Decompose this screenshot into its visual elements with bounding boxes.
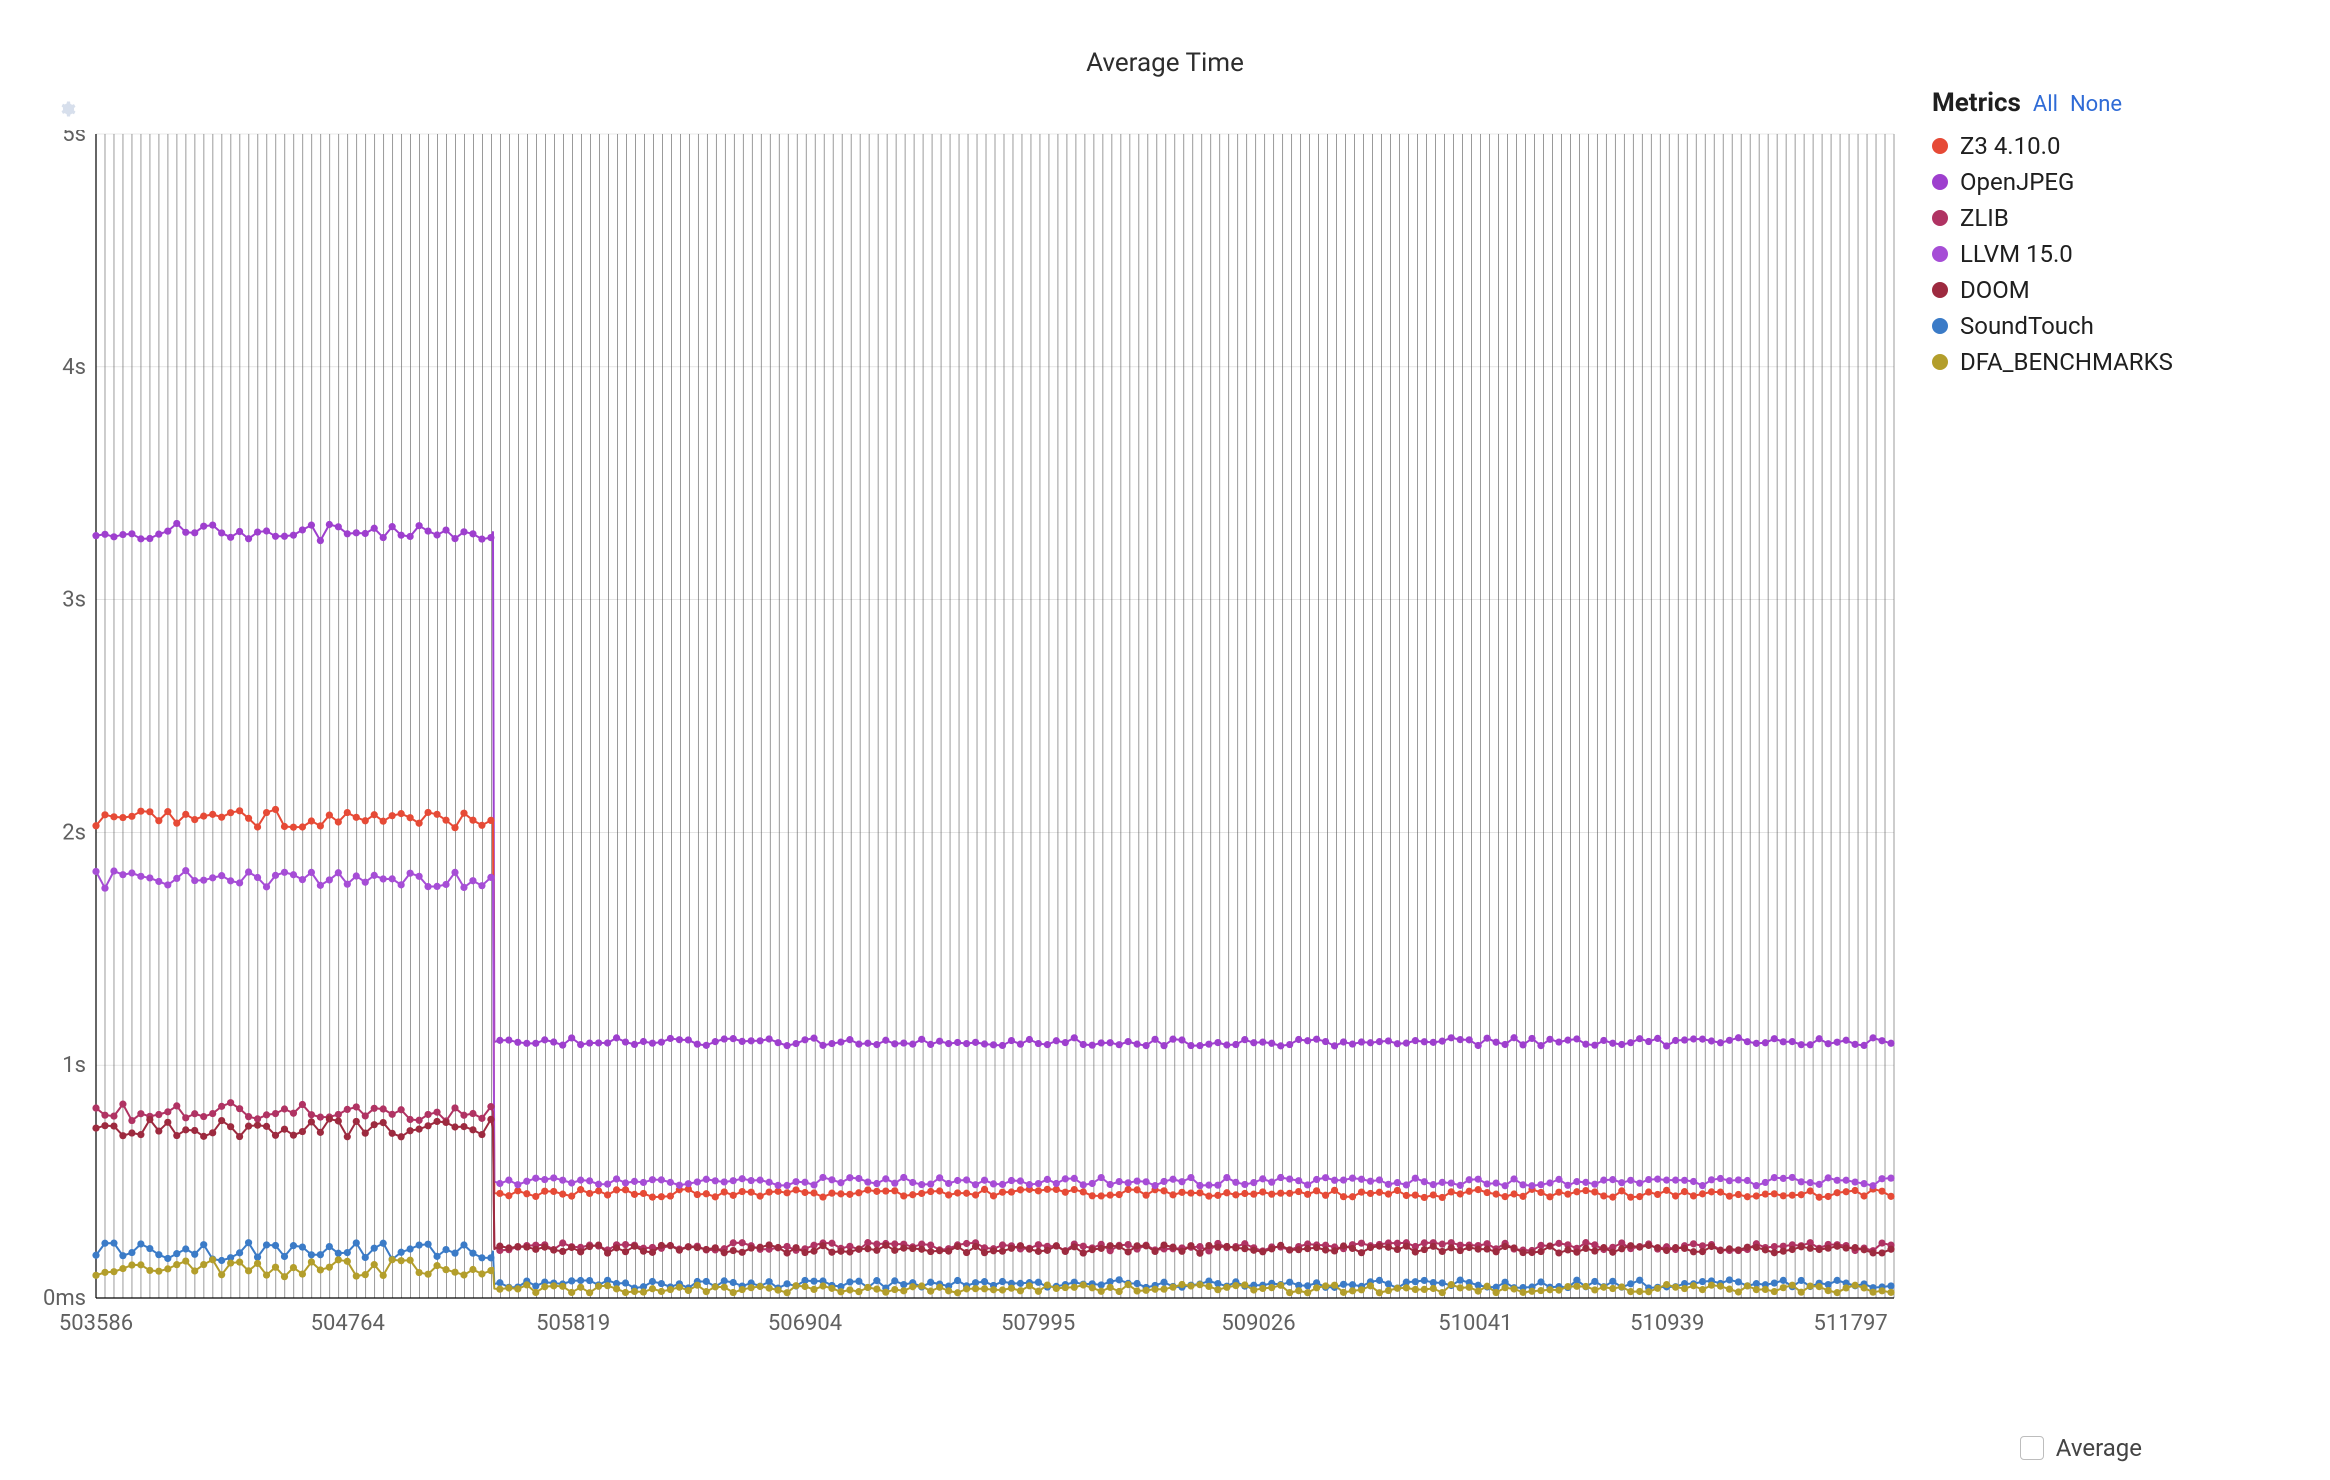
legend-dot-icon: [1932, 282, 1948, 298]
legend-dot-icon: [1932, 138, 1948, 154]
legend-item[interactable]: Z3 4.10.0: [1932, 128, 2318, 164]
legend-item-label: ZLIB: [1960, 204, 2009, 232]
settings-gear-icon[interactable]: [58, 100, 76, 118]
x-tick-label: 505819: [536, 1311, 610, 1336]
legend-item-label: OpenJPEG: [1960, 168, 2074, 196]
legend-item-label: Z3 4.10.0: [1960, 132, 2060, 160]
x-tick-label: 507995: [1001, 1311, 1075, 1336]
legend-item[interactable]: DFA_BENCHMARKS: [1932, 344, 2318, 380]
legend-item[interactable]: OpenJPEG: [1932, 164, 2318, 200]
y-tick-label: 0ms: [43, 1286, 86, 1311]
chart-title: Average Time: [0, 48, 2330, 78]
legend-title: Metrics: [1932, 88, 2021, 118]
legend-item-label: DOOM: [1960, 276, 2030, 304]
legend-all-link[interactable]: All: [2033, 92, 2058, 117]
legend-item[interactable]: LLVM 15.0: [1932, 236, 2318, 272]
legend-item-label: DFA_BENCHMARKS: [1960, 348, 2173, 376]
y-tick-label: 2s: [62, 820, 86, 845]
x-tick-label: 510041: [1438, 1311, 1512, 1336]
average-label: Average: [2056, 1434, 2142, 1462]
timeseries-chart[interactable]: 0ms 1s 2s 3s 4s 5s 503586 504764 505819 506904 507…: [40, 130, 1900, 1350]
average-checkbox-icon[interactable]: [2020, 1436, 2044, 1460]
y-tick-label: 5s: [62, 130, 86, 147]
legend-item-label: SoundTouch: [1960, 312, 2094, 340]
y-tick-label: 3s: [62, 588, 86, 613]
legend: Metrics All None Z3 4.10.0 OpenJPEG ZLIB LL…: [1932, 88, 2318, 380]
x-tick-label: 506904: [768, 1311, 842, 1336]
legend-dot-icon: [1932, 174, 1948, 190]
y-tick-label: 1s: [62, 1053, 86, 1078]
x-tick-label: 503586: [59, 1311, 133, 1336]
legend-none-link[interactable]: None: [2070, 92, 2122, 117]
legend-item[interactable]: ZLIB: [1932, 200, 2318, 236]
legend-item[interactable]: DOOM: [1932, 272, 2318, 308]
legend-dot-icon: [1932, 354, 1948, 370]
x-tick-label: 511797: [1814, 1311, 1888, 1336]
y-tick-label: 4s: [62, 355, 86, 380]
legend-dot-icon: [1932, 210, 1948, 226]
x-tick-label: 504764: [311, 1311, 385, 1336]
legend-dot-icon: [1932, 318, 1948, 334]
gridlines: [96, 134, 1894, 1298]
legend-item[interactable]: SoundTouch: [1932, 308, 2318, 344]
x-tick-label: 509026: [1221, 1311, 1295, 1336]
chart-panel: Average Time 0ms 1s 2s 3s 4s 5s 503586 504764 50…: [0, 0, 2330, 1480]
legend-dot-icon: [1932, 246, 1948, 262]
average-toggle[interactable]: Average: [2020, 1434, 2142, 1462]
x-tick-label: 510939: [1630, 1311, 1704, 1336]
legend-item-label: LLVM 15.0: [1960, 240, 2073, 268]
